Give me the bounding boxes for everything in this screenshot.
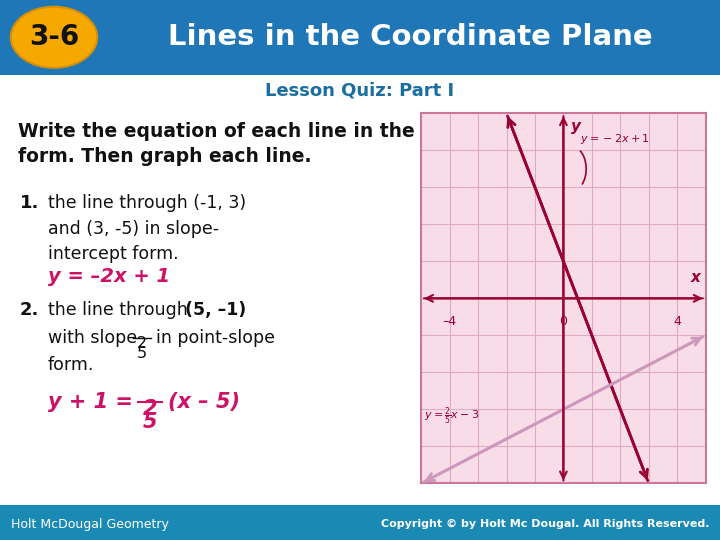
Text: $y = \frac{2}{5}x - 3$: $y = \frac{2}{5}x - 3$ bbox=[424, 406, 480, 428]
Text: with slope: with slope bbox=[48, 329, 137, 347]
Text: 2: 2 bbox=[137, 336, 147, 352]
Text: in point-slope: in point-slope bbox=[156, 329, 275, 347]
Text: Lesson Quiz: Part I: Lesson Quiz: Part I bbox=[266, 82, 454, 99]
Text: 2: 2 bbox=[143, 399, 157, 418]
Text: 2.: 2. bbox=[20, 301, 40, 319]
Text: 3-6: 3-6 bbox=[29, 23, 79, 51]
Text: 5: 5 bbox=[137, 347, 147, 361]
Ellipse shape bbox=[11, 6, 97, 68]
Text: y = –2x + 1: y = –2x + 1 bbox=[48, 267, 170, 286]
Text: y + 1 =: y + 1 = bbox=[48, 392, 140, 411]
Text: the line through: the line through bbox=[48, 301, 193, 319]
Text: (x – 5): (x – 5) bbox=[168, 392, 240, 411]
Text: Copyright © by Holt Mc Dougal. All Rights Reserved.: Copyright © by Holt Mc Dougal. All Right… bbox=[381, 519, 709, 529]
Text: y: y bbox=[570, 119, 580, 134]
Text: form.: form. bbox=[48, 356, 94, 374]
Text: x: x bbox=[690, 271, 701, 286]
Text: the line through (-1, 3)
and (3, -5) in slope-
intercept form.: the line through (-1, 3) and (3, -5) in … bbox=[48, 194, 246, 264]
Text: (5, –1): (5, –1) bbox=[185, 301, 246, 319]
Text: $y = -2x + 1$: $y = -2x + 1$ bbox=[580, 132, 650, 146]
Text: 5: 5 bbox=[143, 411, 157, 431]
Text: –4: –4 bbox=[443, 315, 456, 328]
Text: 0: 0 bbox=[559, 315, 567, 328]
Text: Holt McDougal Geometry: Holt McDougal Geometry bbox=[11, 518, 168, 531]
Text: 1.: 1. bbox=[20, 194, 40, 212]
Text: Write the equation of each line in the given
form. Then graph each line.: Write the equation of each line in the g… bbox=[18, 122, 480, 166]
Text: Lines in the Coordinate Plane: Lines in the Coordinate Plane bbox=[168, 23, 653, 51]
Text: 4: 4 bbox=[673, 315, 681, 328]
